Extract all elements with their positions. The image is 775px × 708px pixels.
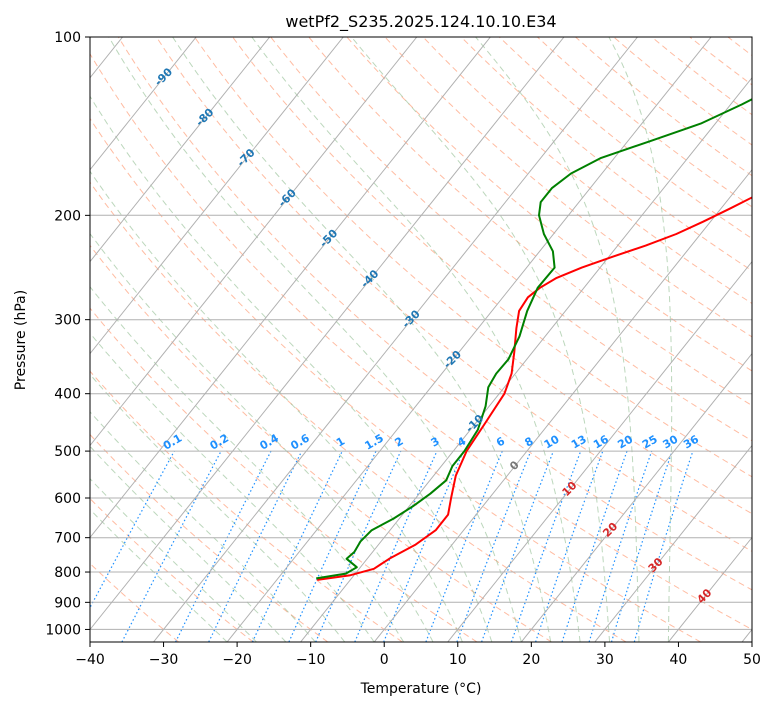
mixing-ratio-line [561,450,628,642]
x-tick-label: 10 [449,652,467,668]
dry-adiabat-line [384,37,752,338]
moist-adiabat-line [90,170,463,642]
isotherm-line [520,352,752,642]
dry-adiabat-line [90,244,552,642]
x-tick-label: −20 [222,652,252,668]
dry-adiabat-line [90,117,701,642]
moist-adiabat-line [90,508,228,642]
moist-adiabat-line [90,285,405,642]
temperature-profile-line [317,196,752,581]
x-axis-ticks: −40 −30 −20 −10 0 10 20 30 40 50 [75,642,761,668]
plot-background [90,37,752,642]
isotherm-line [90,37,344,355]
x-tick-label: 50 [743,652,761,668]
isotherm-line [373,168,752,642]
dry-adiabat-line [422,37,752,305]
isotherm-line [447,260,752,642]
y-axis-ticks: 1000 900 800 700 600 500 400 300 200 100 [45,30,90,638]
y-tick-label: 100 [54,30,81,46]
isotherm-line [300,76,752,642]
dry-adiabat-line [575,37,752,177]
x-tick-label: −40 [75,652,105,668]
moist-adiabat-line [90,332,375,642]
mixing-ratio-line [208,450,303,642]
x-tick-label: 0 [380,652,389,668]
dry-adiabat-line [90,307,478,642]
mixing-ratio-line [354,450,438,642]
dry-adiabat-line [90,433,329,642]
isotherm-line [90,37,197,171]
mixing-ratio-line [90,450,175,609]
isotherm-line [594,444,752,642]
dry-adiabat-line [155,37,752,552]
mixing-ratio-line [633,450,694,642]
isotherm-line [90,37,271,263]
dry-adiabat-line [613,37,752,146]
moist-adiabat-line [90,232,434,642]
y-axis-label: Pressure (hPa) [13,290,29,390]
y-tick-label: 400 [54,387,81,403]
chart-title: wetPf2_S235.2025.124.10.10.E34 [285,12,556,32]
x-tick-label: −10 [296,652,326,668]
pressure-gridlines [90,37,752,630]
dry-adiabat-line [194,37,752,515]
moist-adiabat-line [608,37,673,642]
isotherm-line [90,37,565,631]
isotherm-line [668,536,752,642]
mixing-ratio-line [610,450,673,642]
dry-adiabat-line [270,37,752,442]
moist-adiabat-line [90,95,493,642]
isotherm-line [153,37,638,642]
x-tick-label: 40 [670,652,688,668]
moist-adiabat-line [90,373,346,642]
x-tick-label: −30 [149,652,179,668]
x-tick-label: 30 [596,652,614,668]
y-tick-label: 300 [54,313,81,329]
y-tick-label: 900 [54,595,81,611]
dry-adiabat-line [90,52,752,631]
y-tick-label: 1000 [45,622,81,638]
mixing-ratio-line [288,450,377,642]
y-tick-label: 500 [54,444,81,460]
mixing-ratio-line [535,450,604,642]
y-tick-label: 800 [54,565,81,581]
dewpoint-profile-line [316,98,752,580]
moist-adiabat-line [251,37,581,642]
y-tick-label: 600 [54,491,81,507]
isotherm-line [226,37,712,642]
mixing-ratio-line [383,450,465,642]
moist-adiabat-line [172,37,552,642]
x-axis-label: Temperature (°C) [360,681,482,697]
x-tick-label: 20 [522,652,540,668]
y-tick-label: 200 [54,208,81,224]
y-tick-label: 700 [54,531,81,547]
dry-adiabat-line [460,37,752,272]
moist-adiabat-line [108,37,522,642]
moist-adiabat-line [90,445,287,642]
mixing-ratio-line [588,450,653,642]
profile-lines [316,98,752,581]
moist-adiabat-line [351,37,611,642]
moist-adiabat-line [475,37,640,642]
moist-adiabat-line [90,478,257,642]
background-lines [90,37,752,642]
isotherm-line [90,37,418,447]
mixing-ratio-line [251,450,343,642]
mixing-ratio-line [510,450,582,642]
dry-adiabat-line [90,181,627,642]
plot-frame [89,36,753,643]
isotherm-line [90,37,491,539]
